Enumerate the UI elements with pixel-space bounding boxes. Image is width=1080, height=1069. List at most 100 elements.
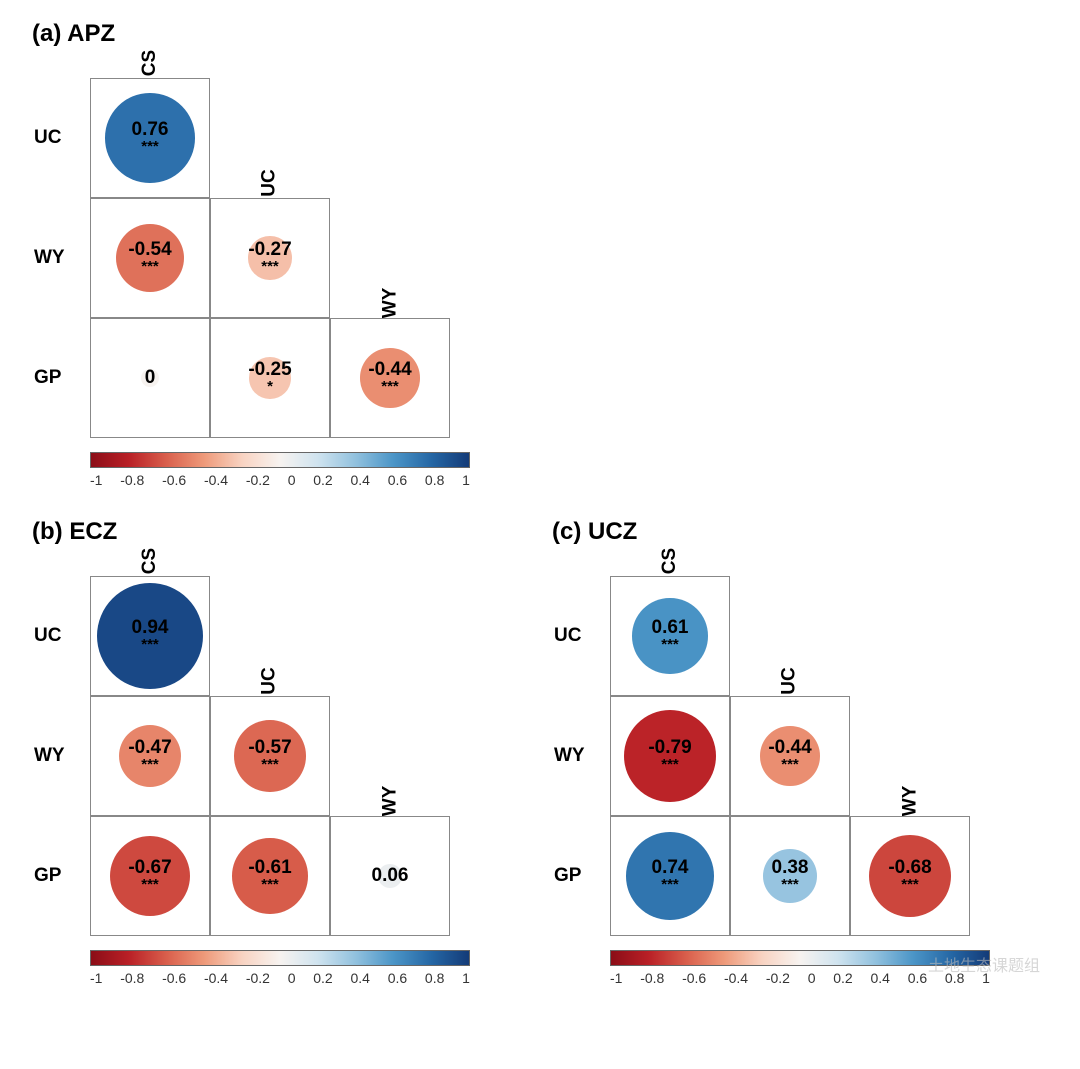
corr-significance: *** xyxy=(661,637,679,654)
row-label: UC xyxy=(30,127,61,149)
corr-cell: 0.61*** xyxy=(610,576,730,696)
col-label: WY xyxy=(899,786,921,817)
corr-cell: 0.38*** xyxy=(730,816,850,936)
panel-b-colorbar xyxy=(90,950,470,966)
colorbar-tick: -0.8 xyxy=(120,970,144,986)
colorbar-tick: 1 xyxy=(462,472,470,488)
corr-cell-text: 0.74*** xyxy=(652,858,689,893)
colorbar-tick: 0.8 xyxy=(425,472,444,488)
corr-significance: *** xyxy=(261,259,279,276)
corr-significance: *** xyxy=(141,139,159,156)
empty-cell xyxy=(330,78,450,198)
colorbar-tick: -0.8 xyxy=(640,970,664,986)
colorbar-tick: -0.8 xyxy=(120,472,144,488)
corr-significance: *** xyxy=(661,877,679,894)
corr-cell: 0 xyxy=(90,318,210,438)
corr-cell-text: -0.57*** xyxy=(248,738,291,773)
col-label: WY xyxy=(379,786,401,817)
panel-b: (b) ECZ CSUC0.94***UCWY-0.47***-0.57***W… xyxy=(30,518,530,986)
corr-significance: *** xyxy=(781,757,799,774)
corr-value: 0.06 xyxy=(372,866,409,887)
corr-significance: *** xyxy=(661,757,679,774)
corr-cell: 0.74*** xyxy=(610,816,730,936)
corr-cell-text: -0.79*** xyxy=(648,738,691,773)
corr-cell: 0.06 xyxy=(330,816,450,936)
corr-cell-text: 0 xyxy=(145,368,156,389)
colorbar-tick: -0.4 xyxy=(204,472,228,488)
colorbar-tick: -0.2 xyxy=(246,970,270,986)
corr-significance: *** xyxy=(141,259,159,276)
corr-cell: -0.57*** xyxy=(210,696,330,816)
col-label: UC xyxy=(259,667,281,694)
panel-b-colorbar-wrap: -1-0.8-0.6-0.4-0.200.20.40.60.81 xyxy=(90,950,470,986)
corr-cell: -0.54*** xyxy=(90,198,210,318)
row-label: GP xyxy=(550,865,581,887)
panel-a-colorbar-ticks: -1-0.8-0.6-0.4-0.200.20.40.60.81 xyxy=(90,472,470,488)
empty-cell: UC xyxy=(210,576,330,696)
corr-cell-text: 0.38*** xyxy=(772,858,809,893)
col-label: CS xyxy=(139,50,161,76)
corr-significance: *** xyxy=(141,757,159,774)
corr-cell-text: -0.67*** xyxy=(128,858,171,893)
corr-cell: -0.27*** xyxy=(210,198,330,318)
row-label: WY xyxy=(30,745,65,767)
corr-cell-text: 0.94*** xyxy=(132,618,169,653)
row-label: GP xyxy=(30,367,61,389)
colorbar-tick: -1 xyxy=(90,472,102,488)
empty-cell xyxy=(850,576,970,696)
colorbar-tick: 0.6 xyxy=(388,970,407,986)
panel-a-matrix: CSUC0.76***UCWY-0.54***-0.27***WYGP0-0.2… xyxy=(30,38,470,438)
panel-b-colorbar-ticks: -1-0.8-0.6-0.4-0.200.20.40.60.81 xyxy=(90,970,470,986)
corr-cell-text: -0.27*** xyxy=(248,240,291,275)
colorbar-tick: -0.6 xyxy=(162,472,186,488)
corr-cell-text: 0.76*** xyxy=(132,120,169,155)
colorbar-tick: 0.4 xyxy=(350,472,369,488)
col-label: UC xyxy=(779,667,801,694)
panel-c-matrix-wrap: CSUC0.61***UCWY-0.79***-0.44***WYGP0.74*… xyxy=(550,536,990,986)
col-label: CS xyxy=(139,548,161,574)
corr-cell: -0.25* xyxy=(210,318,330,438)
colorbar-tick: 0.8 xyxy=(425,970,444,986)
row-label: WY xyxy=(30,247,65,269)
colorbar-tick: 0.4 xyxy=(870,970,889,986)
corr-cell: -0.44*** xyxy=(730,696,850,816)
corr-cell: -0.68*** xyxy=(850,816,970,936)
empty-cell: WY xyxy=(330,696,450,816)
panel-a-colorbar xyxy=(90,452,470,468)
corr-cell-text: -0.54*** xyxy=(128,240,171,275)
corr-cell-text: 0.61*** xyxy=(652,618,689,653)
corr-significance: *** xyxy=(141,637,159,654)
corr-significance: *** xyxy=(141,877,159,894)
panel-b-matrix: CSUC0.94***UCWY-0.47***-0.57***WYGP-0.67… xyxy=(30,536,470,936)
colorbar-tick: 0.6 xyxy=(388,472,407,488)
corr-cell-text: -0.25* xyxy=(248,360,291,395)
corr-cell-text: -0.44*** xyxy=(768,738,811,773)
colorbar-tick: 0.4 xyxy=(350,970,369,986)
row-label: UC xyxy=(550,625,581,647)
colorbar-tick: -0.4 xyxy=(204,970,228,986)
panel-a-colorbar-wrap: -1-0.8-0.6-0.4-0.200.20.40.60.81 xyxy=(90,452,470,488)
corr-significance: *** xyxy=(381,379,399,396)
colorbar-tick: -0.4 xyxy=(724,970,748,986)
corr-significance: *** xyxy=(781,877,799,894)
corr-value: 0 xyxy=(145,368,156,389)
colorbar-tick: -1 xyxy=(610,970,622,986)
panel-c-matrix: CSUC0.61***UCWY-0.79***-0.44***WYGP0.74*… xyxy=(550,536,990,936)
colorbar-tick: 0.2 xyxy=(313,472,332,488)
panel-a: (a) APZ CSUC0.76***UCWY-0.54***-0.27***W… xyxy=(30,20,530,488)
empty-cell: UC xyxy=(730,576,850,696)
corr-cell: -0.44*** xyxy=(330,318,450,438)
colorbar-tick: -0.6 xyxy=(162,970,186,986)
corr-cell-text: -0.68*** xyxy=(888,858,931,893)
corr-cell: -0.61*** xyxy=(210,816,330,936)
colorbar-tick: -0.2 xyxy=(246,472,270,488)
colorbar-tick: -0.2 xyxy=(766,970,790,986)
row-label: GP xyxy=(30,865,61,887)
corr-significance: *** xyxy=(901,877,919,894)
corr-cell: 0.94*** xyxy=(90,576,210,696)
corr-cell: 0.76*** xyxy=(90,78,210,198)
colorbar-tick: -0.6 xyxy=(682,970,706,986)
empty-cell: WY xyxy=(330,198,450,318)
row-label: UC xyxy=(30,625,61,647)
corr-significance: * xyxy=(267,379,273,396)
